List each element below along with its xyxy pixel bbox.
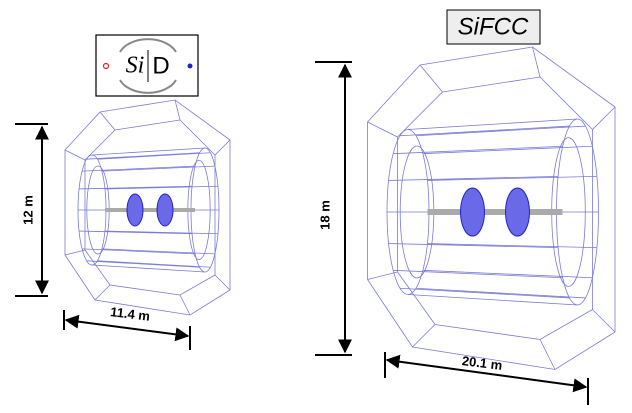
- sifcc-title: SiFCC: [446, 9, 541, 45]
- sid-logo: Si D: [95, 34, 199, 97]
- cylinder-stave: [416, 287, 586, 299]
- cylinder-stave: [104, 230, 218, 235]
- frame-edge: [412, 324, 436, 348]
- frame-edge: [179, 294, 191, 316]
- height-label: 12 m: [20, 195, 35, 225]
- cylinder-stave: [393, 145, 563, 155]
- cylinder-stave: [86, 260, 200, 268]
- tracker-disc: [156, 193, 174, 227]
- width-arrow: [64, 314, 190, 342]
- title-frame: [446, 9, 541, 45]
- cylinder-stave: [97, 152, 211, 160]
- frame-edge: [532, 46, 541, 78]
- frame-edge: [419, 64, 443, 93]
- cylinder-stave: [422, 269, 593, 279]
- tracker-disc: [505, 187, 530, 237]
- cylinder-stave: [104, 185, 218, 190]
- logo-text: D: [152, 52, 169, 79]
- frame-edge: [64, 149, 86, 161]
- cylinder-stave: [82, 248, 196, 255]
- frame-edge: [94, 284, 111, 301]
- logo-dot: [102, 62, 110, 70]
- width-label: 11.4 m: [109, 304, 150, 324]
- title: SiFCC: [458, 13, 529, 40]
- cylinder-stave: [427, 176, 597, 181]
- sid-wireframe: [64, 99, 231, 316]
- frame-edge: [592, 106, 616, 130]
- logo-arc: [119, 38, 177, 53]
- frame-edge: [214, 274, 231, 291]
- cylinder-stave: [101, 165, 215, 172]
- frame-edge: [174, 99, 181, 121]
- logo-arc: [119, 79, 177, 94]
- frame-edge: [367, 121, 398, 138]
- cylinder-stave: [416, 125, 586, 137]
- logo-text: Si: [126, 53, 145, 79]
- cylinder-stave: [422, 145, 593, 155]
- cylinder-stave: [101, 248, 215, 255]
- cylinder-stave: [407, 118, 578, 130]
- frame-edge: [99, 111, 116, 131]
- frame-edge: [214, 139, 231, 156]
- cylinder-stave: [407, 294, 578, 306]
- width-label: 20.1 m: [461, 353, 503, 373]
- cylinder-stave: [97, 260, 211, 268]
- cylinder-stave: [79, 230, 193, 235]
- frame-edge: [64, 249, 86, 256]
- cylinder-stave: [86, 152, 200, 160]
- cylinder-stave: [82, 165, 196, 172]
- cylinder-stave: [427, 243, 597, 248]
- tracker-disc: [126, 193, 144, 227]
- cylinder-stave: [91, 147, 206, 156]
- cylinder-stave: [79, 185, 193, 190]
- cylinder-stave: [388, 176, 559, 181]
- logo-dot: [187, 63, 193, 69]
- cylinder-stave: [399, 287, 570, 299]
- tracker-disc: [460, 187, 485, 237]
- height-label: 18 m: [317, 200, 332, 230]
- cylinder-stave: [393, 269, 563, 279]
- logo-frame: [95, 34, 199, 97]
- cylinder-stave: [399, 125, 570, 137]
- width-arrow: [385, 354, 588, 393]
- frame-edge: [367, 271, 398, 280]
- cylinder-stave: [91, 264, 206, 273]
- frame-edge: [592, 309, 616, 333]
- cylinder-stave: [388, 243, 559, 248]
